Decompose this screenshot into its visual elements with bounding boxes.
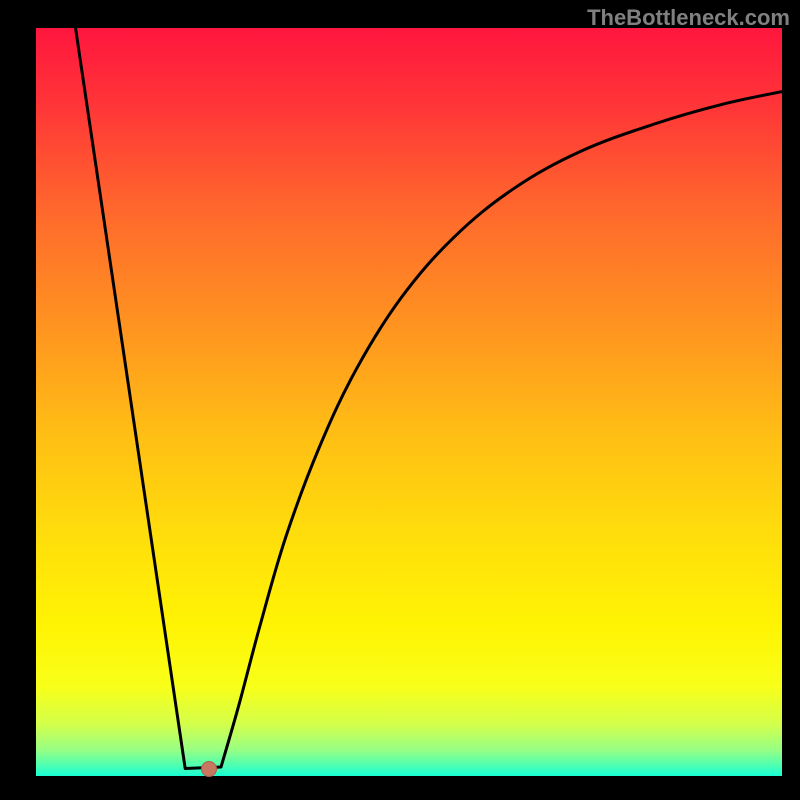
min-point-marker [201, 761, 217, 777]
plot-area [36, 28, 782, 776]
chart-container: TheBottleneck.com [0, 0, 800, 800]
watermark-text: TheBottleneck.com [587, 5, 790, 31]
gradient-background [36, 28, 782, 776]
